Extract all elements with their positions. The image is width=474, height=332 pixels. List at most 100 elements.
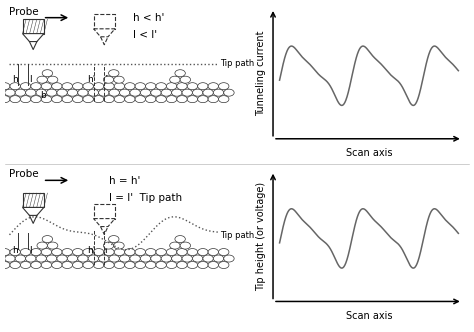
Circle shape	[182, 89, 192, 96]
Circle shape	[104, 262, 114, 269]
Circle shape	[135, 83, 146, 90]
Polygon shape	[93, 29, 115, 37]
Text: I: I	[29, 75, 32, 84]
Circle shape	[93, 96, 104, 103]
Circle shape	[119, 255, 130, 262]
Circle shape	[57, 255, 67, 262]
Text: h = h': h = h'	[109, 176, 140, 186]
Circle shape	[73, 249, 83, 256]
Circle shape	[41, 249, 52, 256]
Circle shape	[83, 249, 93, 256]
Circle shape	[93, 83, 104, 90]
Circle shape	[219, 249, 229, 256]
Circle shape	[5, 89, 15, 96]
Circle shape	[103, 242, 114, 249]
Circle shape	[31, 249, 41, 256]
Circle shape	[187, 249, 198, 256]
Circle shape	[114, 76, 124, 83]
Circle shape	[42, 236, 53, 243]
Circle shape	[172, 255, 182, 262]
Circle shape	[15, 255, 26, 262]
Circle shape	[20, 83, 31, 90]
Text: I': I'	[104, 246, 109, 255]
Circle shape	[0, 96, 10, 103]
Circle shape	[187, 96, 198, 103]
Circle shape	[10, 96, 20, 103]
Bar	[23, 193, 44, 208]
Text: I': I'	[104, 75, 109, 84]
Circle shape	[46, 89, 57, 96]
Circle shape	[177, 249, 187, 256]
Circle shape	[46, 255, 57, 262]
Circle shape	[114, 249, 125, 256]
Circle shape	[20, 96, 31, 103]
Circle shape	[213, 255, 224, 262]
Circle shape	[180, 242, 191, 249]
Circle shape	[175, 70, 185, 77]
Text: I = I'  Tip path: I = I' Tip path	[109, 193, 182, 203]
Circle shape	[125, 96, 135, 103]
Circle shape	[166, 83, 177, 90]
Circle shape	[20, 249, 31, 256]
Text: h: h	[12, 246, 18, 255]
Text: h: h	[12, 75, 18, 84]
Circle shape	[36, 255, 46, 262]
Circle shape	[109, 89, 119, 96]
Circle shape	[208, 96, 219, 103]
Circle shape	[31, 262, 41, 269]
Circle shape	[114, 242, 124, 249]
Text: Scan axis: Scan axis	[346, 148, 392, 158]
Circle shape	[78, 89, 88, 96]
Circle shape	[10, 262, 20, 269]
Circle shape	[177, 96, 187, 103]
Circle shape	[140, 89, 151, 96]
Text: I: I	[29, 246, 32, 255]
Circle shape	[192, 89, 203, 96]
Circle shape	[198, 83, 208, 90]
Circle shape	[135, 96, 146, 103]
Circle shape	[109, 70, 119, 77]
Text: Tunneling current: Tunneling current	[255, 31, 265, 116]
Circle shape	[78, 255, 88, 262]
Circle shape	[172, 89, 182, 96]
Text: Tip height (or voltage): Tip height (or voltage)	[255, 182, 265, 291]
Circle shape	[109, 236, 119, 243]
Circle shape	[187, 262, 198, 269]
Circle shape	[73, 96, 83, 103]
Circle shape	[130, 255, 140, 262]
Circle shape	[0, 83, 10, 90]
Circle shape	[104, 249, 114, 256]
Text: I < I': I < I'	[133, 31, 157, 41]
Circle shape	[135, 262, 146, 269]
Text: Tip path: Tip path	[220, 231, 255, 240]
Circle shape	[20, 262, 31, 269]
Circle shape	[0, 262, 10, 269]
Circle shape	[208, 249, 219, 256]
Circle shape	[156, 262, 166, 269]
Circle shape	[73, 83, 83, 90]
Circle shape	[104, 96, 114, 103]
Circle shape	[41, 83, 52, 90]
Polygon shape	[23, 208, 44, 215]
Circle shape	[156, 249, 166, 256]
Circle shape	[93, 262, 104, 269]
Circle shape	[57, 89, 67, 96]
Circle shape	[170, 242, 180, 249]
Circle shape	[114, 262, 125, 269]
Circle shape	[170, 76, 180, 83]
Circle shape	[219, 83, 229, 90]
Circle shape	[52, 249, 62, 256]
Circle shape	[203, 89, 213, 96]
Polygon shape	[93, 218, 115, 226]
Circle shape	[156, 96, 166, 103]
Circle shape	[41, 96, 52, 103]
Polygon shape	[23, 34, 44, 42]
Circle shape	[114, 83, 125, 90]
Circle shape	[125, 262, 135, 269]
Circle shape	[83, 262, 93, 269]
Circle shape	[83, 96, 93, 103]
Text: b: b	[40, 91, 46, 100]
Text: Probe: Probe	[9, 169, 39, 179]
Bar	[23, 19, 44, 34]
Circle shape	[62, 96, 73, 103]
